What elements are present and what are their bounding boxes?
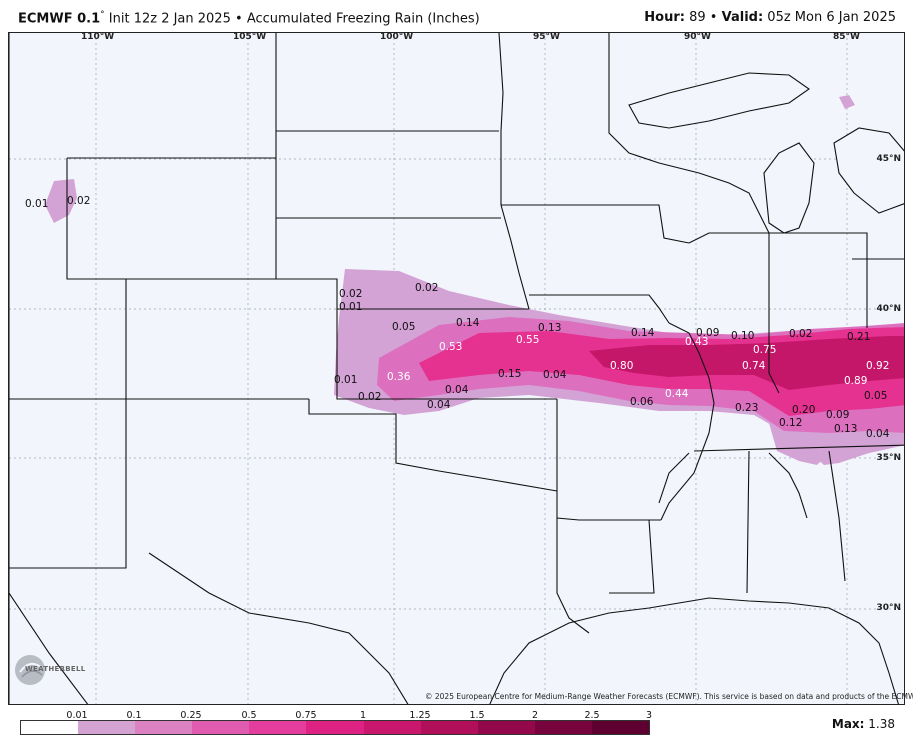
value-label: 0.04 <box>543 369 567 381</box>
value-label: 0.44 <box>665 388 689 400</box>
separator-bullet-2: • <box>709 10 718 25</box>
value-label: 0.04 <box>427 399 451 411</box>
state-borders <box>9 33 904 704</box>
lat-label-45n: 45°N <box>876 154 901 164</box>
valid-value: 05z Mon 6 Jan 2025 <box>767 10 896 25</box>
value-label: 0.89 <box>844 375 868 387</box>
value-label: 0.09 <box>696 327 720 339</box>
legend-swatch <box>306 721 364 734</box>
title-left: ECMWF 0.1° Init 12z 2 Jan 2025 • Accumul… <box>18 10 480 26</box>
value-label: 0.75 <box>753 344 777 356</box>
value-label: 0.36 <box>387 371 411 383</box>
color-legend <box>20 720 650 735</box>
lat-label-40n: 40°N <box>876 304 901 314</box>
map-canvas <box>9 33 904 704</box>
legend-tick: 2.5 <box>584 710 600 721</box>
great-lakes <box>628 72 904 234</box>
value-label: 0.80 <box>610 360 634 372</box>
value-label: 0.01 <box>25 198 49 210</box>
legend-swatch <box>420 721 478 734</box>
legend-swatch <box>534 721 592 734</box>
value-label: 0.01 <box>334 374 358 386</box>
value-label: 0.05 <box>392 321 416 333</box>
logo-text: WEATHERBELL <box>25 665 86 673</box>
weatherbell-logo-icon <box>15 655 45 685</box>
forecast-map: 110°W 105°W 100°W 95°W 90°W 85°W 45°N 40… <box>8 32 905 705</box>
separator-bullet: • <box>235 11 243 27</box>
legend-tick: 1.5 <box>469 710 485 721</box>
lon-label-90w: 90°W <box>684 32 711 42</box>
value-label: 0.02 <box>339 288 363 300</box>
value-label: 0.15 <box>498 368 522 380</box>
value-label: 0.04 <box>866 428 890 440</box>
legend-swatch <box>363 721 421 734</box>
legend-tick: 1.25 <box>409 710 431 721</box>
legend-tick: 2 <box>531 710 539 721</box>
value-label: 0.43 <box>685 336 709 348</box>
legend-tick: 0.01 <box>66 710 88 721</box>
legend-swatch <box>192 721 250 734</box>
value-label: 0.09 <box>826 409 850 421</box>
legend-swatch <box>249 721 307 734</box>
max-value: Max: 1.38 <box>832 717 895 731</box>
value-label: 0.12 <box>779 417 803 429</box>
init-time: Init 12z 2 Jan 2025 <box>108 11 231 27</box>
legend-swatch <box>135 721 193 734</box>
legend-swatch <box>591 721 650 734</box>
valid-label: Valid: <box>721 10 764 25</box>
legend-tick: 0.25 <box>180 710 202 721</box>
value-label: 0.14 <box>456 317 480 329</box>
legend-tick: 1 <box>359 710 367 721</box>
lat-label-35n: 35°N <box>876 453 901 463</box>
value-label: 0.55 <box>516 334 540 346</box>
legend-swatch <box>21 721 79 734</box>
value-label: 0.21 <box>847 331 871 343</box>
value-label: 0.53 <box>439 341 463 353</box>
value-label: 0.20 <box>792 404 816 416</box>
copyright-notice: © 2025 European Centre for Medium-Range … <box>425 692 913 701</box>
value-label: 0.02 <box>789 328 813 340</box>
lon-label-105w: 105°W <box>233 32 267 42</box>
model-name: ECMWF 0.1 <box>18 11 101 27</box>
max-number: 1.38 <box>868 717 895 731</box>
value-label: 0.01 <box>339 301 363 313</box>
coastline <box>9 552 899 704</box>
value-label: 0.23 <box>735 402 759 414</box>
degree-symbol: ° <box>100 10 105 20</box>
value-label: 0.10 <box>731 330 755 342</box>
legend-tick: 0.75 <box>295 710 317 721</box>
legend-tick: 0.5 <box>241 710 257 721</box>
lon-label-110w: 110°W <box>81 32 115 42</box>
value-label: 0.74 <box>742 360 766 372</box>
header-bar: ECMWF 0.1° Init 12z 2 Jan 2025 • Accumul… <box>0 0 913 32</box>
value-label: 0.92 <box>866 360 890 372</box>
hour-value: 89 <box>689 10 706 25</box>
legend-swatch <box>78 721 136 734</box>
max-label: Max: <box>831 717 865 731</box>
value-label: 0.13 <box>538 322 562 334</box>
value-label: 0.02 <box>415 282 439 294</box>
value-label: 0.02 <box>67 195 91 207</box>
legend-tick: 0.1 <box>126 710 142 721</box>
value-label: 0.05 <box>864 390 888 402</box>
value-label: 0.02 <box>358 391 382 403</box>
freezing-rain-shading <box>45 95 904 465</box>
lon-label-85w: 85°W <box>833 32 860 42</box>
lon-label-95w: 95°W <box>533 32 560 42</box>
lat-label-30n: 30°N <box>876 603 901 613</box>
hour-label: Hour: <box>644 10 685 25</box>
value-label: 0.14 <box>631 327 655 339</box>
product-name: Accumulated Freezing Rain (Inches) <box>246 11 480 27</box>
legend-tick: 3 <box>645 710 653 721</box>
value-label: 0.06 <box>630 396 654 408</box>
legend-swatch <box>477 721 535 734</box>
lon-label-100w: 100°W <box>380 32 414 42</box>
title-right: Hour: 89 • Valid: 05z Mon 6 Jan 2025 <box>644 10 896 25</box>
value-label: 0.13 <box>834 423 858 435</box>
value-label: 0.04 <box>445 384 469 396</box>
